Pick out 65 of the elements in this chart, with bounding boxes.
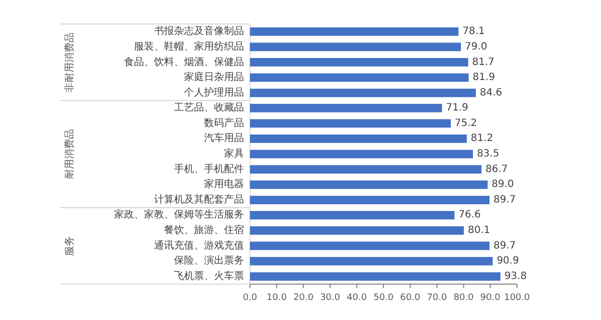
bar <box>250 210 455 220</box>
bar <box>250 272 500 281</box>
data-label: 76.6 <box>458 210 481 221</box>
data-label: 81.7 <box>472 56 494 68</box>
x-tick-label: 80.0 <box>454 293 474 304</box>
x-tick-label: 60.0 <box>400 293 420 304</box>
bar <box>250 134 467 143</box>
data-label: 75.2 <box>454 118 478 129</box>
data-label: 71.9 <box>446 102 468 114</box>
bar <box>250 196 490 204</box>
bar <box>250 242 490 250</box>
data-label: 80.1 <box>468 225 490 236</box>
y-tick-label: 家具 <box>224 148 244 160</box>
data-label: 78.1 <box>462 26 485 38</box>
y-tick-label: 工艺品、收藏品 <box>174 102 244 114</box>
y-axis-title: 服务 <box>64 236 76 256</box>
y-tick-label: 计算机及其配套产品 <box>154 194 244 206</box>
bar <box>250 73 469 82</box>
data-label: 79.0 <box>464 41 488 52</box>
y-tick-label: 个人护理用品 <box>184 86 244 98</box>
bar <box>250 104 442 112</box>
bar <box>250 119 451 128</box>
data-label: 83.5 <box>476 148 500 160</box>
data-label: 89.7 <box>494 194 516 206</box>
bar <box>250 58 468 66</box>
bar <box>250 150 473 158</box>
data-label: 89.7 <box>494 240 516 252</box>
bar <box>250 226 464 235</box>
x-tick-label: 10.0 <box>266 293 287 304</box>
y-tick-label: 餐饮、旅游、住宿 <box>164 224 244 236</box>
data-label: 81.9 <box>472 72 495 84</box>
y-tick-label: 汽车用品 <box>204 132 244 144</box>
y-tick-label: 数码产品 <box>204 116 244 129</box>
x-tick-label: 0.0 <box>242 293 258 304</box>
bar <box>250 256 493 266</box>
y-tick-label: 保险、演出票务 <box>174 254 244 267</box>
x-tick-label: 100.0 <box>504 293 530 304</box>
x-tick-label: 70.0 <box>426 293 448 304</box>
bar <box>250 165 482 174</box>
data-label: 93.8 <box>504 271 527 282</box>
y-tick-label: 通讯充值、游戏充值 <box>154 239 244 252</box>
x-tick-label: 50.0 <box>373 293 394 304</box>
y-tick-label: 家庭日杂用品 <box>184 71 244 84</box>
y-tick-label: 家政、家教、保姆等生活服务 <box>114 208 244 221</box>
x-tick-label: 90.0 <box>480 293 501 304</box>
y-tick-label: 家用电器 <box>204 178 244 190</box>
y-tick-label: 手机、手机配件 <box>174 162 244 175</box>
x-tick-label: 40.0 <box>346 293 368 304</box>
bar <box>250 42 461 52</box>
data-label: 84.6 <box>480 87 502 98</box>
y-tick-label: 服装、鞋帽、家用纺织品 <box>134 40 244 52</box>
y-axis-title: 非耐用消费品 <box>64 32 76 92</box>
y-tick-label: 飞机票、火车票 <box>174 270 244 282</box>
y-tick-label: 食品、饮料、烟酒、保健品 <box>124 56 244 68</box>
data-label: 89.0 <box>492 179 514 190</box>
bar <box>250 180 488 189</box>
x-tick-label: 20.0 <box>293 293 314 304</box>
y-axis-title: 耐用消费品 <box>64 129 76 180</box>
y-tick-label: 书报杂志及音像制品 <box>154 25 244 38</box>
bar <box>250 27 459 36</box>
x-tick-label: 30.0 <box>320 293 340 304</box>
data-label: 86.7 <box>485 164 508 175</box>
data-label: 81.2 <box>470 133 494 144</box>
data-label: 90.9 <box>496 256 519 267</box>
bar <box>250 88 476 98</box>
